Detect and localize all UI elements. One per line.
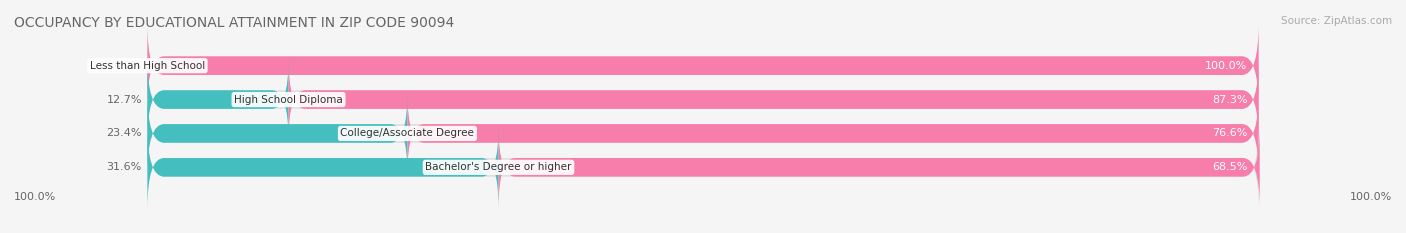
FancyBboxPatch shape <box>499 126 1260 209</box>
FancyBboxPatch shape <box>148 92 1258 175</box>
FancyBboxPatch shape <box>148 58 288 141</box>
Text: High School Diploma: High School Diploma <box>235 95 343 105</box>
Text: 87.3%: 87.3% <box>1212 95 1247 105</box>
FancyBboxPatch shape <box>148 58 1258 141</box>
FancyBboxPatch shape <box>148 92 408 175</box>
Text: Less than High School: Less than High School <box>90 61 205 71</box>
FancyBboxPatch shape <box>148 24 1258 107</box>
Text: 31.6%: 31.6% <box>107 162 142 172</box>
FancyBboxPatch shape <box>148 126 499 209</box>
Text: 12.7%: 12.7% <box>107 95 142 105</box>
Text: 68.5%: 68.5% <box>1212 162 1247 172</box>
Text: 100.0%: 100.0% <box>14 192 56 202</box>
Text: 100.0%: 100.0% <box>1205 61 1247 71</box>
FancyBboxPatch shape <box>408 92 1258 175</box>
FancyBboxPatch shape <box>148 24 1258 107</box>
Text: 23.4%: 23.4% <box>107 128 142 138</box>
Text: Bachelor's Degree or higher: Bachelor's Degree or higher <box>426 162 572 172</box>
Text: 100.0%: 100.0% <box>1350 192 1392 202</box>
Text: Source: ZipAtlas.com: Source: ZipAtlas.com <box>1281 16 1392 26</box>
Text: 0.0%: 0.0% <box>114 61 142 71</box>
Text: College/Associate Degree: College/Associate Degree <box>340 128 474 138</box>
Text: OCCUPANCY BY EDUCATIONAL ATTAINMENT IN ZIP CODE 90094: OCCUPANCY BY EDUCATIONAL ATTAINMENT IN Z… <box>14 16 454 30</box>
Text: 76.6%: 76.6% <box>1212 128 1247 138</box>
FancyBboxPatch shape <box>148 126 1258 209</box>
FancyBboxPatch shape <box>288 58 1258 141</box>
